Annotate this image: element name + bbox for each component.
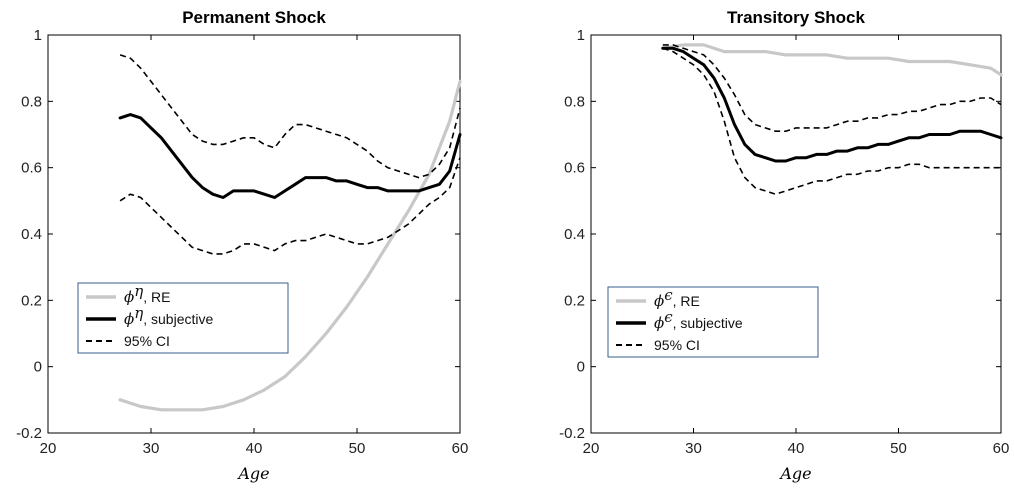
series-line-3	[119, 157, 461, 255]
y-tick-label: 0.6	[564, 160, 585, 177]
y-tick-label: 0.8	[21, 93, 42, 110]
legend-entry-label: 95% CI	[124, 333, 170, 349]
y-tick-label: -0.2	[559, 425, 585, 442]
x-tick-label: 20	[583, 440, 600, 457]
x-tick-label: 50	[890, 440, 907, 457]
series-line-1	[661, 46, 1003, 163]
x-tick-label: 40	[788, 440, 805, 457]
y-tick-label: 0.2	[564, 292, 585, 309]
y-tick-label: 0.6	[21, 160, 42, 177]
y-tick-label: 0.2	[21, 292, 42, 309]
series-line-2	[662, 44, 1002, 132]
x-tick-label: 40	[246, 440, 263, 457]
y-tick-label: 0	[34, 359, 42, 376]
x-axis-label: Age	[236, 464, 269, 483]
x-tick-label: 50	[349, 440, 366, 457]
x-tick-label: 60	[452, 440, 469, 457]
series-line-3	[662, 47, 1001, 195]
series-line-1	[118, 113, 462, 199]
series-line-2	[119, 54, 461, 179]
series-line-0	[661, 43, 1003, 77]
chart-title: Transitory Shock	[727, 8, 865, 27]
y-tick-label: -0.2	[16, 425, 42, 442]
legend-entry-label: ϕη, RE	[124, 282, 170, 306]
x-axis-label: Age	[778, 464, 811, 483]
series-line-0	[118, 79, 462, 412]
legend-entry-label: ϕϵ, subjective	[654, 308, 743, 332]
chart-title: Permanent Shock	[182, 8, 326, 27]
plot-area-frame	[590, 34, 1002, 434]
legend-entry-label: 95% CI	[654, 337, 700, 353]
x-tick-label: 30	[685, 440, 702, 457]
y-tick-label: 0.4	[21, 226, 42, 243]
y-tick-label: 1	[577, 27, 585, 44]
x-tick-label: 20	[40, 440, 57, 457]
legend-entry-label: ϕϵ, RE	[654, 286, 700, 310]
x-tick-label: 60	[993, 440, 1010, 457]
y-tick-label: 0.4	[564, 226, 585, 243]
y-tick-label: 1	[34, 27, 42, 44]
y-tick-label: 0.8	[564, 93, 585, 110]
x-tick-label: 30	[143, 440, 160, 457]
y-tick-label: 0	[577, 359, 585, 376]
legend-entry-label: ϕη, subjective	[124, 304, 213, 328]
